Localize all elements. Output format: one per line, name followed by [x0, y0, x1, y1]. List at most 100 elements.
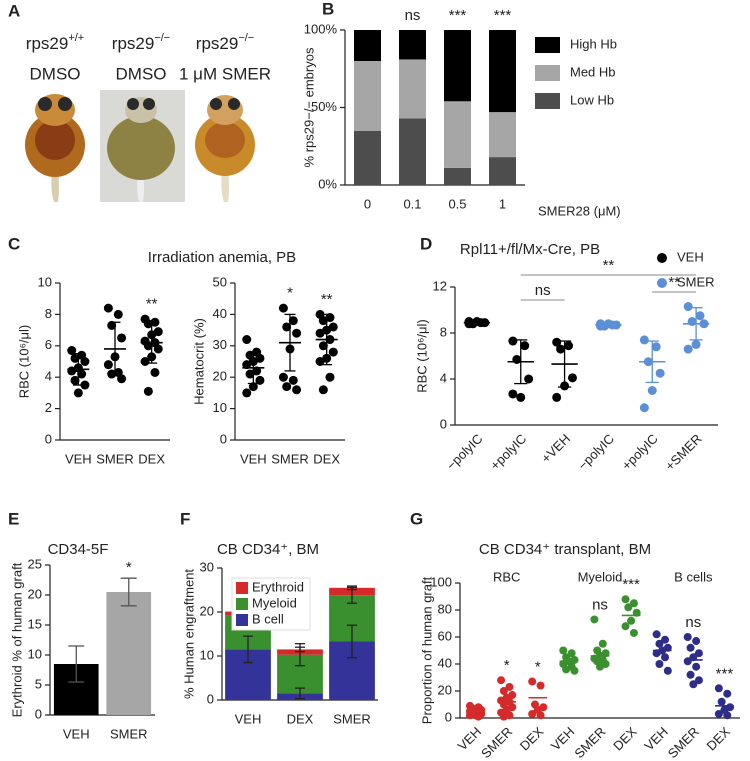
significance-label: **	[146, 296, 158, 313]
data-point	[689, 680, 698, 689]
data-point	[153, 344, 163, 354]
y-tick-label: 0	[440, 416, 447, 431]
genotype: −/−	[238, 32, 254, 44]
data-point	[624, 603, 633, 612]
data-point	[143, 341, 153, 351]
embryo	[107, 97, 175, 202]
data-point	[318, 316, 328, 326]
y-tick-label: 8	[440, 324, 447, 339]
data-point	[325, 372, 335, 382]
x-tick-label: SMER	[665, 724, 702, 761]
data-point	[687, 317, 697, 326]
significance-label: *	[287, 285, 293, 302]
data-point	[288, 375, 298, 385]
data-point	[103, 303, 113, 313]
group-label: B cells	[674, 569, 713, 584]
data-point	[691, 340, 701, 349]
significance-label: **	[668, 274, 680, 291]
data-point	[524, 374, 534, 384]
data-point	[508, 336, 518, 346]
data-point	[686, 643, 695, 652]
chart-title: Rpl11+/fl/Mx-Cre, PB	[460, 241, 600, 258]
y-tick-label: 30	[213, 337, 227, 352]
data-point	[536, 711, 545, 720]
legend-label: VEH	[677, 249, 704, 264]
data-point	[590, 615, 599, 624]
group-label: Myeloid	[578, 569, 623, 584]
y-tick-label: 0	[445, 709, 452, 724]
y-tick-label: 20	[200, 603, 214, 618]
x-tick-label: SMER	[571, 724, 608, 761]
data-point	[655, 660, 664, 668]
x-tick-label: 0.5	[448, 196, 466, 211]
legend-swatch	[535, 65, 560, 81]
x-tick-label: +VEH	[538, 431, 573, 466]
data-point	[683, 657, 692, 666]
y-axis-label: Hematocrit (%)	[191, 318, 206, 405]
y-tick-label: 8	[45, 306, 52, 321]
data-point	[692, 637, 701, 646]
y-tick-label: 6	[45, 337, 52, 352]
y-tick-label: 60	[438, 628, 452, 643]
data-point	[499, 687, 508, 695]
y-tick-label: 4	[45, 369, 52, 384]
data-point	[80, 380, 90, 390]
data-point	[723, 689, 732, 698]
data-point	[714, 684, 723, 693]
x-tick-label: SMER	[478, 724, 515, 761]
y-tick-label: 0	[220, 431, 227, 446]
genotype: −/−	[154, 32, 170, 44]
significance-label: *	[535, 659, 541, 676]
legend-swatch	[236, 598, 248, 610]
panel-letter: E	[8, 509, 19, 528]
x-tick-label: +SMER	[662, 431, 705, 474]
y-tick-label: 12	[433, 278, 447, 293]
embryo-genotype-label: rps29+/+	[26, 32, 84, 54]
data-point	[714, 709, 723, 718]
data-point	[556, 344, 566, 354]
data-point	[282, 382, 292, 392]
data-point	[107, 369, 117, 379]
legend-label: SMER	[677, 274, 715, 289]
data-point	[629, 599, 638, 608]
data-point	[694, 649, 703, 658]
data-point	[278, 372, 288, 382]
significance-label: ns	[535, 282, 551, 299]
data-point	[77, 369, 87, 379]
gene: rps29	[112, 34, 155, 53]
embryo	[25, 94, 85, 202]
x-tick-label: 0.1	[403, 196, 421, 211]
data-point	[103, 360, 113, 370]
y-axis-label: Erythroid % of human graft	[9, 562, 24, 717]
x-tick-label: 0	[364, 196, 371, 211]
x-tick-label: DEX	[703, 724, 733, 754]
panel-letter: C	[8, 234, 20, 253]
data-point	[629, 628, 638, 637]
legend-swatch	[236, 614, 248, 626]
data-point	[113, 309, 123, 319]
data-point	[73, 388, 83, 398]
x-tick-label: −polyIC	[443, 431, 485, 473]
data-point	[528, 709, 537, 718]
y-tick-label: 30	[200, 559, 214, 574]
y-tick-label: 2	[45, 400, 52, 415]
data-point	[663, 666, 672, 675]
legend-label: B cell	[252, 611, 284, 626]
embryo-photos	[25, 90, 255, 202]
data-point	[465, 711, 474, 720]
data-point	[621, 595, 630, 604]
y-axis-label: % Human engraftment	[181, 569, 196, 699]
significance-label: ***	[716, 665, 734, 682]
data-point	[655, 639, 664, 648]
data-point	[639, 335, 649, 345]
data-point	[639, 403, 649, 413]
significance-label: ns	[405, 7, 421, 24]
data-point	[282, 322, 292, 332]
data-point	[528, 677, 537, 686]
data-point	[567, 649, 576, 658]
significance-label: *	[504, 657, 510, 674]
x-tick-label: DEX	[610, 724, 640, 754]
data-point	[661, 653, 670, 662]
data-point	[647, 386, 657, 395]
